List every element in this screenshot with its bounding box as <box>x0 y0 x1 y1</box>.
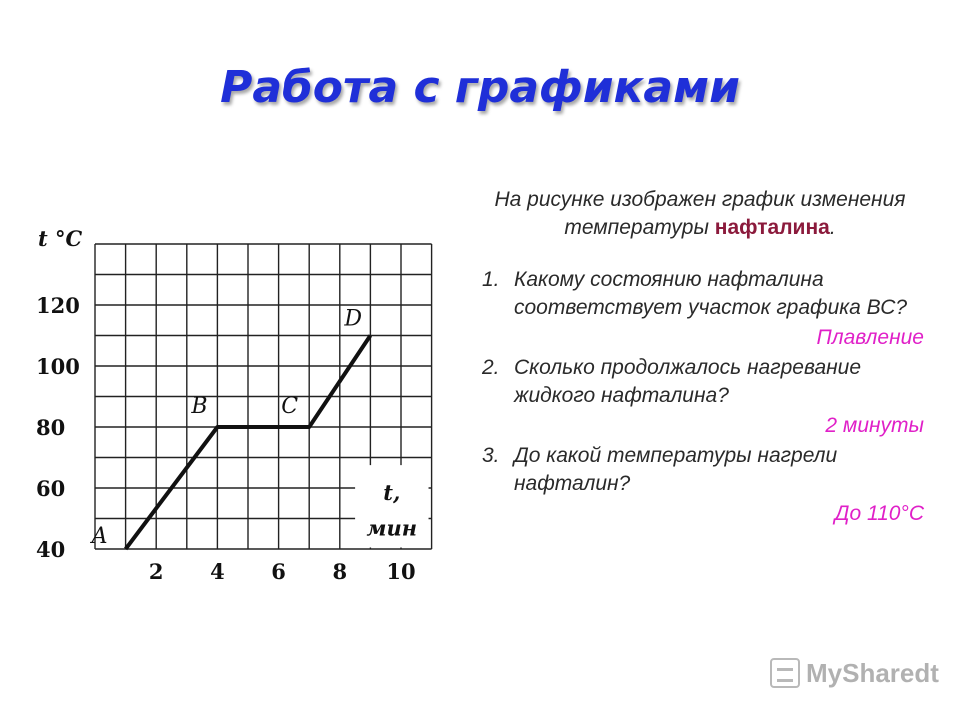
question-number: 2. <box>482 356 500 379</box>
chart-label-layer: A B C D 40 60 80 100 120 2 4 6 8 10 t °C t, мин <box>36 226 417 584</box>
intro-substance: нафталина <box>714 216 830 239</box>
question-2: 2. Сколько продолжалось нагревание жидко… <box>476 354 924 410</box>
question-text: Какому состоянию нафталина соответствует… <box>514 268 908 319</box>
chart-line-layer <box>124 334 373 551</box>
answer-2: 2 минуты <box>825 414 924 437</box>
temperature-chart: A B C D 40 60 80 100 120 2 4 6 8 10 t °C t, мин <box>36 226 433 584</box>
answer-3: До 110°С <box>834 502 924 525</box>
question-3: 3. До какой температуры нагрели нафталин… <box>476 442 924 498</box>
x-tick-label: 2 <box>149 559 164 584</box>
question-1: 1. Какому состоянию нафталина соответств… <box>476 266 924 322</box>
y-tick-label: 80 <box>36 415 65 440</box>
y-tick-label: 60 <box>36 476 65 501</box>
answer-1: Плавление <box>816 326 924 349</box>
text-panel: На рисунке изображен график изменения те… <box>476 186 924 530</box>
point-label-a: A <box>90 524 108 549</box>
y-axis-label: t °C <box>38 226 83 251</box>
xlabel-background <box>355 465 429 548</box>
x-tick-label: 10 <box>386 559 415 584</box>
question-number: 3. <box>482 444 500 467</box>
y-tick-label: 40 <box>36 537 65 562</box>
x-axis-label-line1: t, <box>383 480 400 505</box>
point-label-d: D <box>343 307 362 332</box>
intro-paragraph: На рисунке изображен график изменения те… <box>476 186 924 242</box>
intro-prefix: На рисунке изображен график изменения те… <box>494 188 906 239</box>
watermark-logo: MySharedt <box>770 658 939 688</box>
slide-title: Работа с графиками <box>220 62 740 113</box>
point-label-b: B <box>190 394 207 419</box>
x-tick-label: 8 <box>332 559 347 584</box>
y-tick-label: 100 <box>36 354 80 379</box>
chart-grid <box>94 243 433 550</box>
presentation-icon <box>770 658 800 688</box>
question-text: До какой температуры нагрели нафталин? <box>514 444 838 495</box>
logo-text: MySharedt <box>806 657 939 688</box>
x-tick-label: 6 <box>271 559 286 584</box>
question-number: 1. <box>482 268 500 291</box>
x-tick-label: 4 <box>210 559 225 584</box>
data-series-line <box>124 334 373 551</box>
point-label-c: C <box>281 394 298 419</box>
y-tick-label: 120 <box>36 293 80 318</box>
intro-suffix: . <box>829 216 836 239</box>
x-axis-label-line2: мин <box>367 515 418 540</box>
question-text: Сколько продолжалось нагревание жидкого … <box>514 356 862 407</box>
